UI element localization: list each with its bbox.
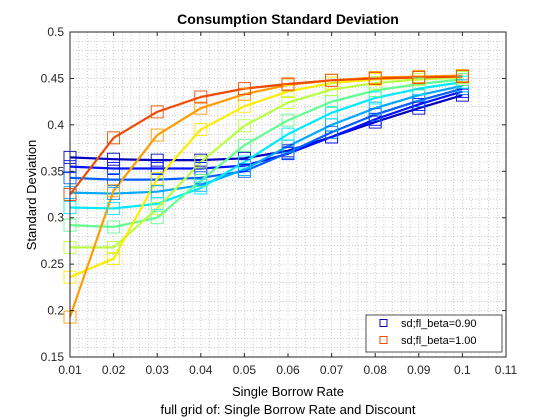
series-lines <box>68 74 463 318</box>
data-point-marker <box>107 173 121 187</box>
data-point-marker <box>194 123 208 136</box>
data-point-marker <box>150 201 164 215</box>
data-point-marker <box>107 131 121 145</box>
data-point-marker <box>281 84 295 98</box>
legend-marker-beta-090 <box>379 319 388 327</box>
data-point-marker <box>368 71 382 85</box>
data-point-marker <box>150 105 164 119</box>
series-line-9 <box>69 75 463 196</box>
data-point-marker <box>150 162 164 175</box>
data-point-marker <box>107 220 121 234</box>
data-point-marker <box>368 108 382 122</box>
data-point-marker <box>325 83 339 97</box>
data-point-marker <box>325 125 339 139</box>
data-point-marker <box>325 73 339 87</box>
y-tick-label: 0.4 <box>47 118 64 132</box>
data-point-marker <box>150 128 164 142</box>
x-tick-label: 0.1 <box>454 363 471 377</box>
data-point-marker <box>150 211 164 225</box>
data-point-marker <box>237 138 251 152</box>
y-tick-label: 0.45 <box>41 71 65 85</box>
data-point-marker <box>194 155 208 169</box>
data-point-marker <box>107 240 121 254</box>
data-point-marker <box>107 152 121 166</box>
series-line-5 <box>69 78 463 229</box>
legend-label-beta-100: sd;fl_beta=1.00 <box>401 335 477 347</box>
data-point-marker <box>281 96 295 110</box>
data-point-marker <box>237 119 251 133</box>
series-line-4 <box>69 81 463 210</box>
data-point-marker <box>150 172 164 186</box>
data-point-marker <box>107 252 121 266</box>
y-tick-label: 0.35 <box>41 164 65 178</box>
data-point-marker <box>368 91 382 105</box>
x-tick-label: 0.06 <box>276 363 300 377</box>
x-axis-label: Single Borrow Rate <box>232 384 344 399</box>
series-markers <box>63 69 469 324</box>
series-line-6 <box>70 76 463 249</box>
data-point-marker <box>107 184 121 198</box>
data-point-marker <box>281 113 295 127</box>
data-point-marker <box>455 70 469 84</box>
data-point-marker <box>150 153 164 167</box>
x-tick-label: 0.08 <box>364 363 388 377</box>
series-line-2 <box>69 87 463 181</box>
x-tick-label: 0.05 <box>233 363 257 377</box>
data-point-marker <box>412 88 426 102</box>
data-point-marker <box>237 155 251 169</box>
axes-ticks: 0.01 0.02 0.03 0.04 0.05 0.06 0.07 0.08 0.09 0.1 0… <box>41 25 518 377</box>
data-point-marker <box>194 181 208 195</box>
series-line-3 <box>69 84 463 195</box>
series-line-0 <box>69 94 463 162</box>
y-tick-label: 0.5 <box>47 25 64 39</box>
y-tick-label: 0.2 <box>47 304 64 318</box>
data-point-marker <box>281 127 295 141</box>
y-tick-label: 0.3 <box>47 211 64 225</box>
chart-title: Consumption Standard Deviation <box>177 11 399 27</box>
legend-marker-beta-100 <box>379 336 388 344</box>
x-tick-label: 0.07 <box>320 363 344 377</box>
chart-subtitle: full grid of: Single Borrow Rate and Dis… <box>160 402 415 417</box>
data-point-marker <box>368 101 382 115</box>
y-tick-label: 0.15 <box>41 350 65 364</box>
data-point-marker <box>237 162 251 176</box>
y-tick-label: 0.25 <box>41 257 65 271</box>
x-tick-label: 0.04 <box>189 363 213 377</box>
x-tick-label: 0.01 <box>58 363 82 377</box>
x-tick-label: 0.11 <box>495 363 518 377</box>
legend: sd;fl_beta=0.90 sd;fl_beta=1.00 <box>365 314 503 353</box>
y-axis-label: Standard Deviation <box>24 140 39 251</box>
data-point-marker <box>412 71 426 84</box>
data-point-marker <box>281 77 295 91</box>
data-point-marker <box>194 90 208 104</box>
data-point-marker <box>237 82 251 96</box>
x-tick-label: 0.09 <box>407 363 431 377</box>
data-point-marker <box>194 174 208 188</box>
series-line-1 <box>69 90 463 170</box>
x-tick-label: 0.03 <box>146 363 170 377</box>
legend-label-beta-090: sd;fl_beta=0.90 <box>401 318 477 330</box>
data-point-marker <box>107 201 121 215</box>
data-point-marker <box>325 106 339 120</box>
data-point-marker <box>281 146 295 160</box>
legend-box <box>365 314 503 353</box>
x-tick-label: 0.02 <box>102 363 126 377</box>
data-point-marker <box>107 162 121 175</box>
data-point-marker <box>194 101 208 115</box>
